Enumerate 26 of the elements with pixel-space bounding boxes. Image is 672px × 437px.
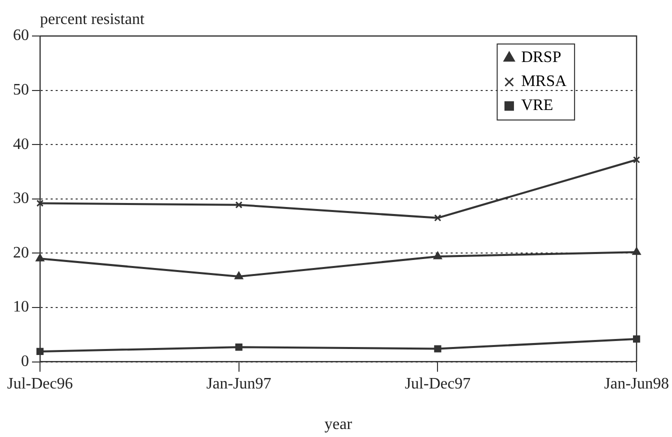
point — [36, 254, 44, 262]
y-tick-label: 10 — [13, 298, 29, 316]
y-tick-label: 50 — [13, 82, 29, 99]
point — [434, 345, 442, 352]
legend-label: MRSA — [521, 73, 568, 90]
point — [433, 252, 442, 260]
point — [235, 201, 242, 208]
y-tick-label: 20 — [13, 244, 29, 262]
y-tick-label: 0 — [21, 353, 29, 370]
legend-label: DRSP — [521, 49, 562, 66]
legend-label: VRE — [521, 97, 554, 114]
point — [235, 344, 242, 351]
point — [234, 272, 244, 280]
x-axis-title: year — [324, 416, 353, 434]
y-tick-label: 40 — [13, 136, 29, 153]
point — [632, 247, 641, 255]
y-tick-label: 30 — [13, 190, 29, 208]
x-tick-label: Jul-Dec96 — [7, 376, 73, 393]
x-tick-label: Jul-Dec97 — [404, 376, 471, 393]
point — [434, 214, 442, 222]
point — [632, 156, 640, 164]
y-tick-label: 60 — [13, 27, 29, 44]
point — [36, 348, 44, 356]
x-tick-label: Jan-Jun98 — [604, 376, 670, 393]
y-axis-title: percent resistant — [40, 11, 145, 28]
x-tick-label: Jan-Jun97 — [206, 376, 272, 393]
